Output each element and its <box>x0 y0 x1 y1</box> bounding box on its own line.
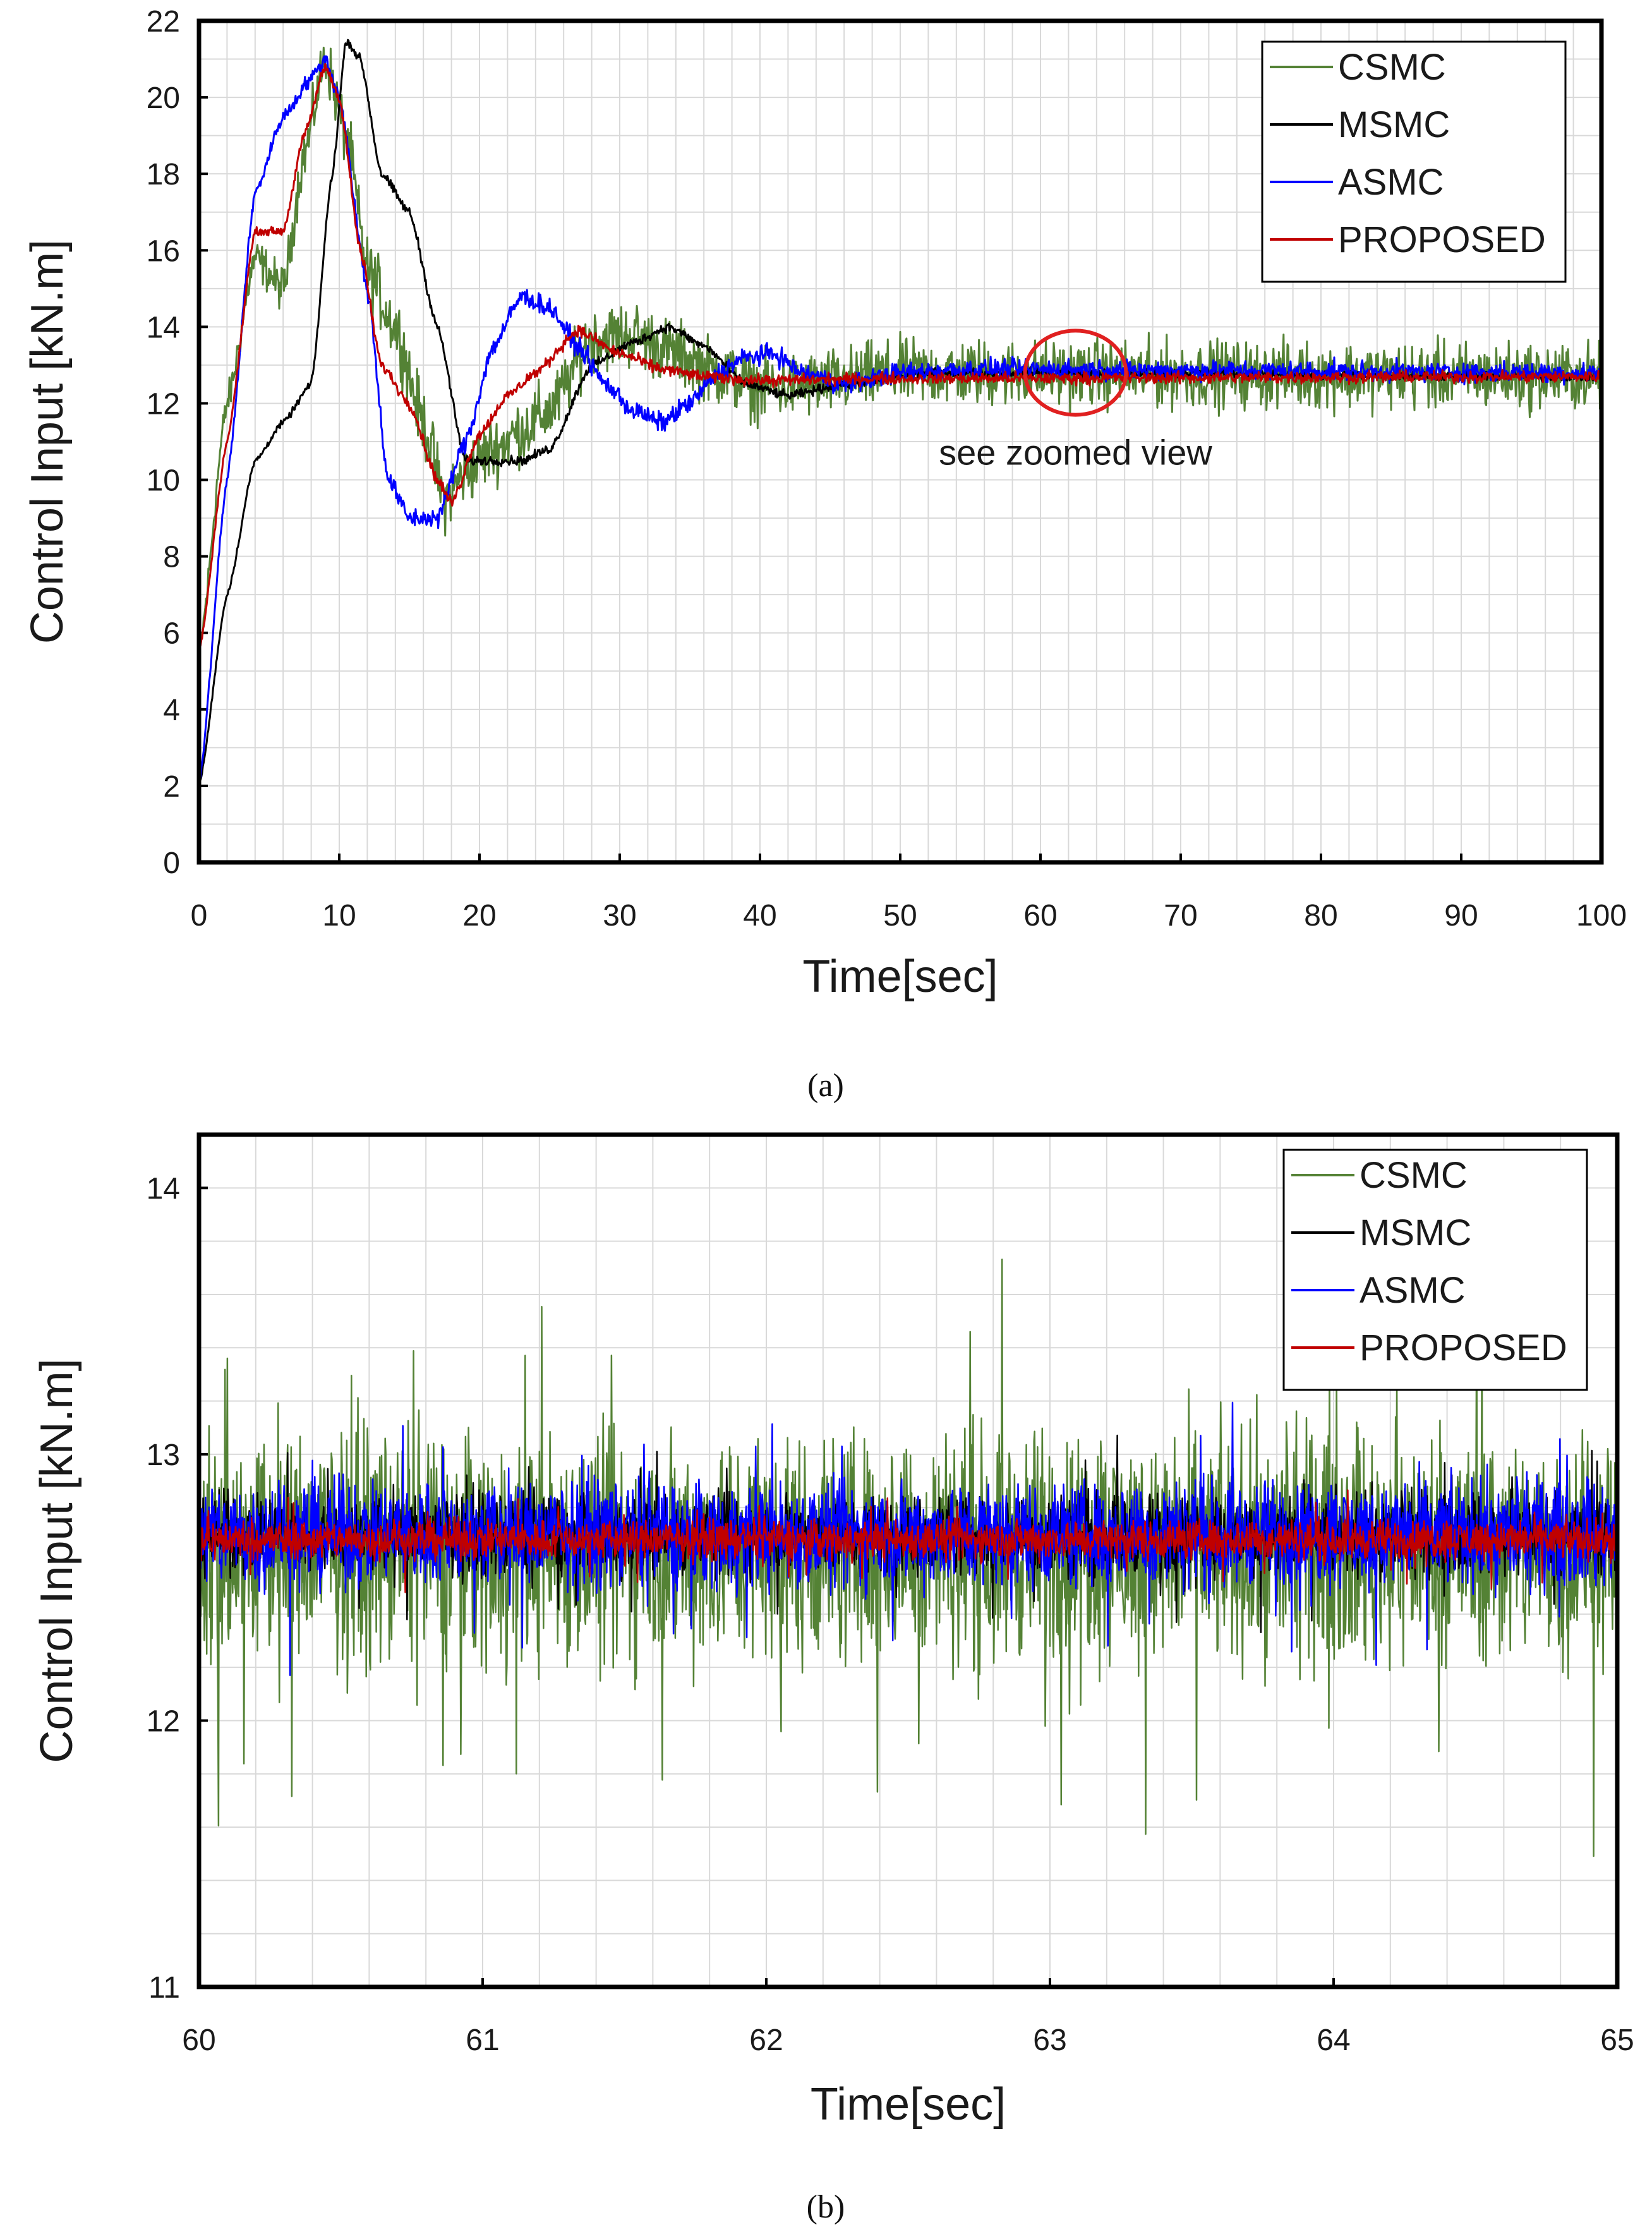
x-tick-label: 30 <box>603 899 636 932</box>
ticks-a: 0 10 20 30 40 50 60 70 80 90 100 0 2 4 6 8 10 12 14 16 18 20 2… <box>147 5 1627 932</box>
y-tick-label: 2 <box>163 770 180 804</box>
zoom-circle-annotation <box>1023 329 1128 417</box>
y-tick-label: 14 <box>147 1172 180 1205</box>
panel-label-b: (b) <box>807 2189 845 2225</box>
zoom-annotation-label: see zoomed view <box>939 432 1212 472</box>
x-tick-label: 65 <box>1600 2024 1634 2057</box>
y-axis-label-b: Control Input [kN.m] <box>32 1358 82 1763</box>
chart-a: 0 10 20 30 40 50 60 70 80 90 100 0 2 4 6 8 10 12 14 16 18 20 2… <box>22 5 1627 1104</box>
x-tick-label: 61 <box>466 2024 499 2057</box>
x-axis-label-b: Time[sec] <box>811 2079 1006 2130</box>
legend-label-proposed: PROPOSED <box>1338 219 1546 260</box>
series-line-csmc <box>198 46 1603 651</box>
y-tick-label: 6 <box>163 617 180 651</box>
ticks-b: 60 61 62 63 64 65 11 12 13 14 <box>147 1172 1634 2057</box>
x-tick-label: 90 <box>1444 899 1478 932</box>
legend-b: CSMC MSMC ASMC PROPOSED <box>1282 1149 1588 1391</box>
x-tick-label: 20 <box>462 899 496 932</box>
x-tick-label: 100 <box>1576 899 1627 932</box>
y-tick-label: 18 <box>147 158 180 191</box>
legend-label-csmc: CSMC <box>1360 1155 1468 1196</box>
x-axis-label-a: Time[sec] <box>802 951 998 1002</box>
panel-label-a: (a) <box>807 1068 844 1104</box>
y-tick-label: 20 <box>147 81 180 115</box>
legend-label-proposed: PROPOSED <box>1360 1327 1567 1368</box>
y-tick-label: 12 <box>147 1705 180 1738</box>
y-axis-label-a: Control Input [kN.m] <box>22 239 73 644</box>
y-tick-label: 12 <box>147 387 180 421</box>
series-line-proposed <box>198 1489 1619 1593</box>
x-tick-label: 70 <box>1164 899 1197 932</box>
series-line-proposed <box>198 63 1603 651</box>
legend-label-asmc: ASMC <box>1338 162 1444 203</box>
chart-b: 60 61 62 63 64 65 11 12 13 14 CSMC MSMC ASMC PROPOSE… <box>32 1132 1634 2225</box>
x-tick-label: 60 <box>1023 899 1057 932</box>
legend-label-csmc: CSMC <box>1338 47 1446 88</box>
x-tick-label: 60 <box>182 2024 215 2057</box>
x-tick-label: 10 <box>322 899 356 932</box>
y-tick-label: 8 <box>163 541 180 574</box>
x-tick-label: 62 <box>749 2024 783 2057</box>
plot-frame-a <box>196 18 1604 865</box>
legend-box <box>1282 1149 1588 1391</box>
legend-label-msmc: MSMC <box>1338 104 1450 145</box>
series-lines-b <box>198 1258 1619 1857</box>
x-tick-label: 80 <box>1304 899 1337 932</box>
y-tick-label: 16 <box>147 234 180 268</box>
series-line-asmc <box>198 55 1603 785</box>
x-tick-label: 40 <box>743 899 776 932</box>
legend-a: CSMC MSMC ASMC PROPOSED <box>1261 40 1567 283</box>
y-tick-label: 11 <box>148 1971 180 2005</box>
x-tick-label: 64 <box>1317 2024 1350 2057</box>
y-tick-label: 4 <box>163 694 180 727</box>
y-tick-label: 22 <box>147 5 180 39</box>
y-tick-label: 0 <box>163 847 180 880</box>
y-tick-label: 14 <box>147 311 180 344</box>
x-tick-label: 63 <box>1033 2024 1066 2057</box>
x-tick-label: 50 <box>883 899 917 932</box>
legend-label-msmc: MSMC <box>1360 1212 1471 1253</box>
y-tick-label: 13 <box>147 1439 180 1472</box>
series-lines-a <box>198 39 1603 787</box>
legend-box <box>1261 40 1567 283</box>
legend-label-asmc: ASMC <box>1360 1270 1466 1311</box>
y-tick-label: 10 <box>147 464 180 498</box>
plot-frame-b <box>196 1132 1620 1989</box>
x-tick-label: 0 <box>191 899 208 932</box>
